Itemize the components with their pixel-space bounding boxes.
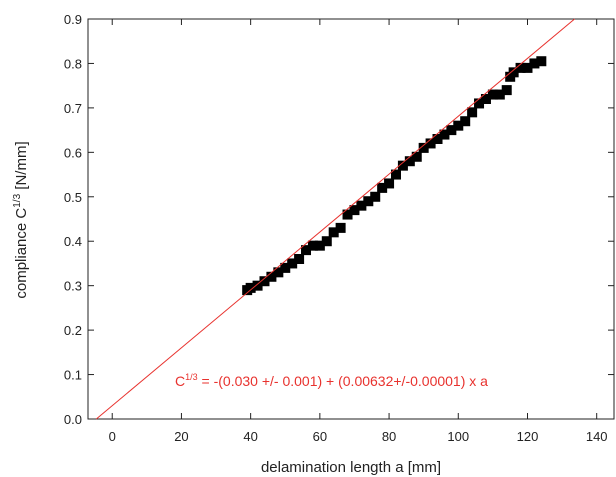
y-tick-label: 0.1 xyxy=(64,368,82,383)
x-tick-label: 60 xyxy=(313,429,327,444)
data-point xyxy=(363,196,374,207)
y-tick-label: 0.4 xyxy=(64,234,82,249)
data-point xyxy=(301,245,312,256)
data-point xyxy=(377,182,388,193)
data-point xyxy=(480,94,491,104)
x-tick-label: 20 xyxy=(174,429,188,444)
y-axis-label: compliance C1/3 [N/mm] xyxy=(12,141,30,298)
plot-frame xyxy=(87,18,615,420)
data-point xyxy=(460,116,471,127)
x-tick-label: 120 xyxy=(517,429,539,444)
data-point xyxy=(432,134,443,144)
data-point xyxy=(349,205,360,216)
y-tick-label: 0.5 xyxy=(64,190,82,205)
data-point xyxy=(356,200,367,211)
y-tick-label: 0.3 xyxy=(64,279,82,294)
y-tick-label: 0.6 xyxy=(64,145,82,160)
data-point xyxy=(321,236,332,247)
x-tick-label: 100 xyxy=(447,429,469,444)
y-tick-label: 0.0 xyxy=(64,412,82,427)
data-point xyxy=(273,267,284,278)
data-point xyxy=(390,169,401,180)
y-tick-label: 0.2 xyxy=(64,323,82,338)
data-point xyxy=(280,262,291,273)
data-point xyxy=(294,254,305,264)
data-point xyxy=(252,280,263,291)
data-point xyxy=(411,151,422,162)
data-point xyxy=(529,58,540,69)
data-point xyxy=(446,125,457,136)
x-tick-label: 40 xyxy=(243,429,257,444)
data-point xyxy=(508,67,519,78)
data-point xyxy=(439,129,450,140)
fit-annotation: C1/3 = -(0.030 +/- 0.001) + (0.00632+/-0… xyxy=(175,372,488,389)
x-tick-label: 80 xyxy=(382,429,396,444)
data-point xyxy=(397,160,408,171)
data-point xyxy=(467,107,478,118)
data-point xyxy=(328,227,339,238)
x-tick-label: 0 xyxy=(109,429,116,444)
data-point xyxy=(404,156,415,167)
data-point xyxy=(266,271,277,282)
y-tick-label: 0.9 xyxy=(64,12,82,27)
data-point xyxy=(494,89,505,100)
data-point xyxy=(335,222,346,233)
y-tick-label: 0.7 xyxy=(64,101,82,116)
data-point xyxy=(536,56,547,67)
data-point xyxy=(307,240,318,251)
data-point xyxy=(474,98,485,109)
data-point xyxy=(522,62,533,73)
data-point xyxy=(245,282,256,293)
x-axis-label: delamination length a [mm] xyxy=(261,459,441,476)
x-tick-label: 140 xyxy=(586,429,608,444)
data-point xyxy=(487,89,498,100)
data-point xyxy=(501,85,512,96)
y-tick-label: 0.8 xyxy=(64,56,82,71)
data-point xyxy=(384,178,395,189)
data-point xyxy=(287,258,298,269)
data-point xyxy=(453,120,464,131)
data-point xyxy=(515,62,526,73)
data-point xyxy=(425,138,436,149)
fit-line xyxy=(95,18,575,420)
data-point xyxy=(418,142,429,153)
data-point xyxy=(314,240,325,251)
data-point xyxy=(259,276,270,287)
data-point xyxy=(370,191,381,202)
data-point xyxy=(342,209,353,220)
